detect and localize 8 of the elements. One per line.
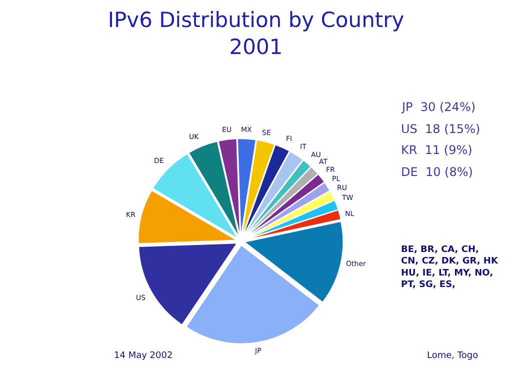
text: Lome, Togo: [427, 351, 479, 361]
text: KR 11 (9%): [401, 143, 472, 157]
text: BE, BR, CA, CH, CN, CZ, DK, GR, HK HU, IE, LT, MY, NO, PT, SG, ES,: [401, 245, 499, 290]
chart-title: IPv6 Distribution by Country 2001: [108, 8, 404, 60]
text: JP 30 (24%): [401, 100, 476, 114]
text: US 18 (15%): [401, 122, 480, 136]
text: DE 10 (8%): [401, 165, 473, 179]
text: 14 May 2002: [114, 351, 173, 361]
